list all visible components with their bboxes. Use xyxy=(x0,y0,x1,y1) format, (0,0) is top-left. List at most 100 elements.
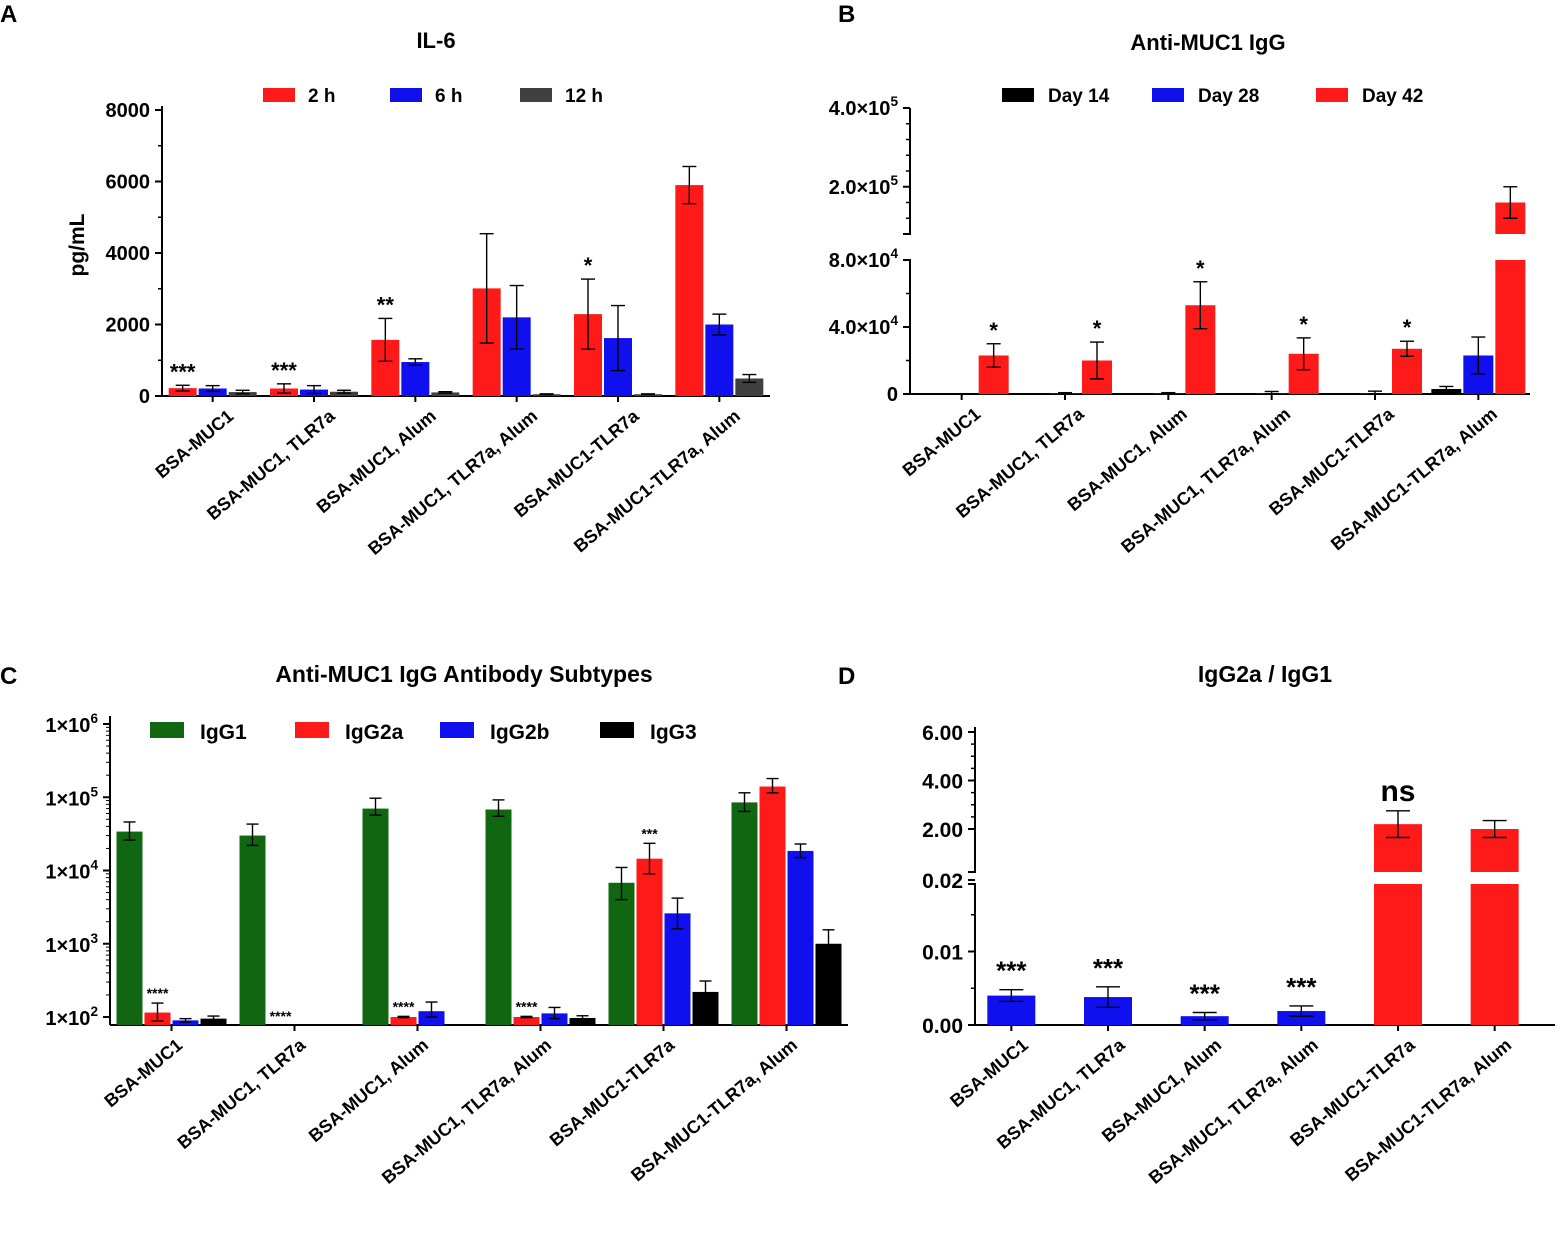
y-tick-label: 1×104 xyxy=(45,858,98,884)
x-tick-label-bsa-muc1-tlr7a-alum: BSA-MUC1-TLR7a, Alum xyxy=(1327,404,1501,555)
panel-letter-d: D xyxy=(838,663,855,690)
y-tick-label: 1×105 xyxy=(45,784,98,810)
bar-igg2b-bsa-muc1-alum xyxy=(418,1011,445,1025)
x-tick-label-bsa-muc1-alum: BSA-MUC1, Alum xyxy=(305,1035,432,1146)
y-tick-label: 8000 xyxy=(106,100,151,122)
legend-swatch-igg2a xyxy=(295,722,329,738)
bar-ratio-bsa-muc1-tlr7a-alum xyxy=(1277,1011,1326,1025)
legend-swatch-2-h xyxy=(263,88,295,102)
bar-igg1-bsa-muc1-tlr7a xyxy=(608,882,635,1025)
x-tick-label-bsa-muc1-tlr7a-alum: BSA-MUC1, TLR7a, Alum xyxy=(1117,404,1294,557)
bar-ratio-bsa-muc1-tlr7a xyxy=(1374,824,1422,1025)
bar-igg1-bsa-muc1-tlr7a xyxy=(239,835,266,1025)
legend-swatch-igg3 xyxy=(600,722,634,738)
bar-igg1-bsa-muc1-tlr7a-alum xyxy=(731,802,758,1025)
y-tick-label-exponent: 4 xyxy=(890,246,898,261)
legend-label-igg2b: IgG2b xyxy=(490,721,550,744)
legend-swatch-6-h xyxy=(390,88,422,102)
y-tick-label-mantissa: 1×10 xyxy=(45,715,90,737)
significance-marker: * xyxy=(1196,256,1205,281)
significance-marker: *** xyxy=(1189,979,1220,1009)
y-tick-label-mantissa: 1×10 xyxy=(45,935,90,957)
y-tick-label-mantissa: 1×10 xyxy=(45,788,90,810)
significance-marker: * xyxy=(584,253,593,278)
chart-title: Anti-MUC1 IgG xyxy=(1130,30,1285,55)
legend-swatch-day-28 xyxy=(1152,88,1184,102)
significance-marker: *** xyxy=(1093,953,1124,983)
legend-swatch-igg2b xyxy=(440,722,474,738)
y-tick-label-exponent: 5 xyxy=(890,94,898,109)
legend-label-day-14: Day 14 xyxy=(1048,86,1110,107)
bar-break-gap xyxy=(1373,872,1423,884)
x-tick-label-bsa-muc1-tlr7a-alum: BSA-MUC1, TLR7a, Alum xyxy=(364,406,541,559)
legend-label-day-28: Day 28 xyxy=(1198,86,1259,107)
significance-marker: *** xyxy=(170,359,196,384)
x-tick-label-bsa-muc1-tlr7a-alum: BSA-MUC1-TLR7a, Alum xyxy=(1341,1035,1515,1186)
legend-label-igg3: IgG3 xyxy=(650,721,697,744)
panel-letter-a: A xyxy=(0,1,17,28)
bar-6-h-bsa-muc1-alum xyxy=(401,362,430,396)
legend-swatch-igg1 xyxy=(150,722,184,738)
y-tick-label: 8.0×104 xyxy=(829,246,899,272)
bar-igg3-bsa-muc1 xyxy=(200,1018,227,1025)
bar-igg2b-bsa-muc1-tlr7a-alum xyxy=(787,850,814,1025)
significance-marker: **** xyxy=(270,1008,292,1024)
bar-igg2a-bsa-muc1-tlr7a xyxy=(636,858,663,1025)
bar-igg1-bsa-muc1 xyxy=(116,831,143,1025)
bar-ratio-bsa-muc1-alum xyxy=(1180,1016,1229,1025)
x-tick-label-bsa-muc1-tlr7a: BSA-MUC1, TLR7a xyxy=(174,1034,310,1153)
y-tick-label: 1×103 xyxy=(45,931,98,957)
chart-igg2a-igg1-ratio: IgG2a / IgG1 0.00 0.01 0.02 2.00 4.00 6.00 *** *… xyxy=(922,661,1555,1188)
significance-marker: *** xyxy=(641,825,658,841)
chart-title: IL-6 xyxy=(416,28,455,53)
bar-12-h-bsa-muc1-tlr7a xyxy=(330,391,358,396)
y-tick-label-mantissa: 8.0×10 xyxy=(829,250,891,272)
bar-igg2a-bsa-muc1-alum xyxy=(390,1017,417,1025)
legend-label-12-h: 12 h xyxy=(565,86,603,107)
significance-marker: * xyxy=(989,318,998,343)
bar-12-h-bsa-muc1-alum xyxy=(431,392,460,396)
y-tick-label: 4.0×105 xyxy=(829,94,899,120)
y-tick-label: 6000 xyxy=(106,172,151,194)
y-tick-label-exponent: 2 xyxy=(90,1004,98,1019)
y-tick-label: 4.0×104 xyxy=(829,313,899,339)
significance-marker: **** xyxy=(393,998,415,1014)
y-tick-label-exponent: 3 xyxy=(90,931,98,946)
y-tick-label: 4000 xyxy=(106,243,151,265)
significance-marker: * xyxy=(1093,316,1102,341)
x-tick-label-bsa-muc1-tlr7a: BSA-MUC1-TLR7a xyxy=(546,1034,679,1150)
chart-antibody-subtypes: Anti-MUC1 IgG Antibody Subtypes IgG1 IgG2a… xyxy=(45,661,848,1188)
bar-igg1-bsa-muc1-alum xyxy=(362,808,389,1025)
chart-title: Anti-MUC1 IgG Antibody Subtypes xyxy=(275,661,652,687)
y-tick-label-mantissa: 4.0×10 xyxy=(829,317,891,339)
bar-break-gap xyxy=(1469,872,1520,884)
bar-igg1-bsa-muc1-tlr7a-alum xyxy=(485,809,512,1025)
y-tick-label: 1×102 xyxy=(45,1004,98,1030)
y-tick-label-exponent: 4 xyxy=(890,313,898,328)
y-tick-label-exponent: 5 xyxy=(890,173,898,188)
y-tick-label: 2.00 xyxy=(922,819,963,842)
legend-swatch-day-14 xyxy=(1002,88,1034,102)
legend-label-igg2a: IgG2a xyxy=(345,721,404,744)
significance-marker: *** xyxy=(1286,972,1317,1002)
legend-swatch-day-42 xyxy=(1316,88,1348,102)
y-tick-label: 0.00 xyxy=(922,1015,963,1038)
y-tick-label-mantissa: 1×10 xyxy=(45,862,90,884)
significance-marker: * xyxy=(1299,312,1308,337)
significance-marker: **** xyxy=(516,998,538,1014)
bar-igg3-bsa-muc1-tlr7a-alum xyxy=(569,1017,596,1025)
legend-label-day-42: Day 42 xyxy=(1362,86,1423,107)
panel-letter-c: C xyxy=(0,663,17,690)
chart-title: IgG2a / IgG1 xyxy=(1198,661,1332,687)
y-tick-label: 0 xyxy=(139,386,150,408)
bar-ratio-bsa-muc1-tlr7a-alum xyxy=(1470,829,1519,1025)
legend-label-2-h: 2 h xyxy=(308,86,335,107)
legend-label-6-h: 6 h xyxy=(435,86,462,107)
panel-letter-b: B xyxy=(838,1,855,28)
significance-marker: *** xyxy=(271,358,297,383)
y-tick-label: 4.00 xyxy=(922,771,963,794)
y-tick-label: 0.02 xyxy=(922,870,963,893)
